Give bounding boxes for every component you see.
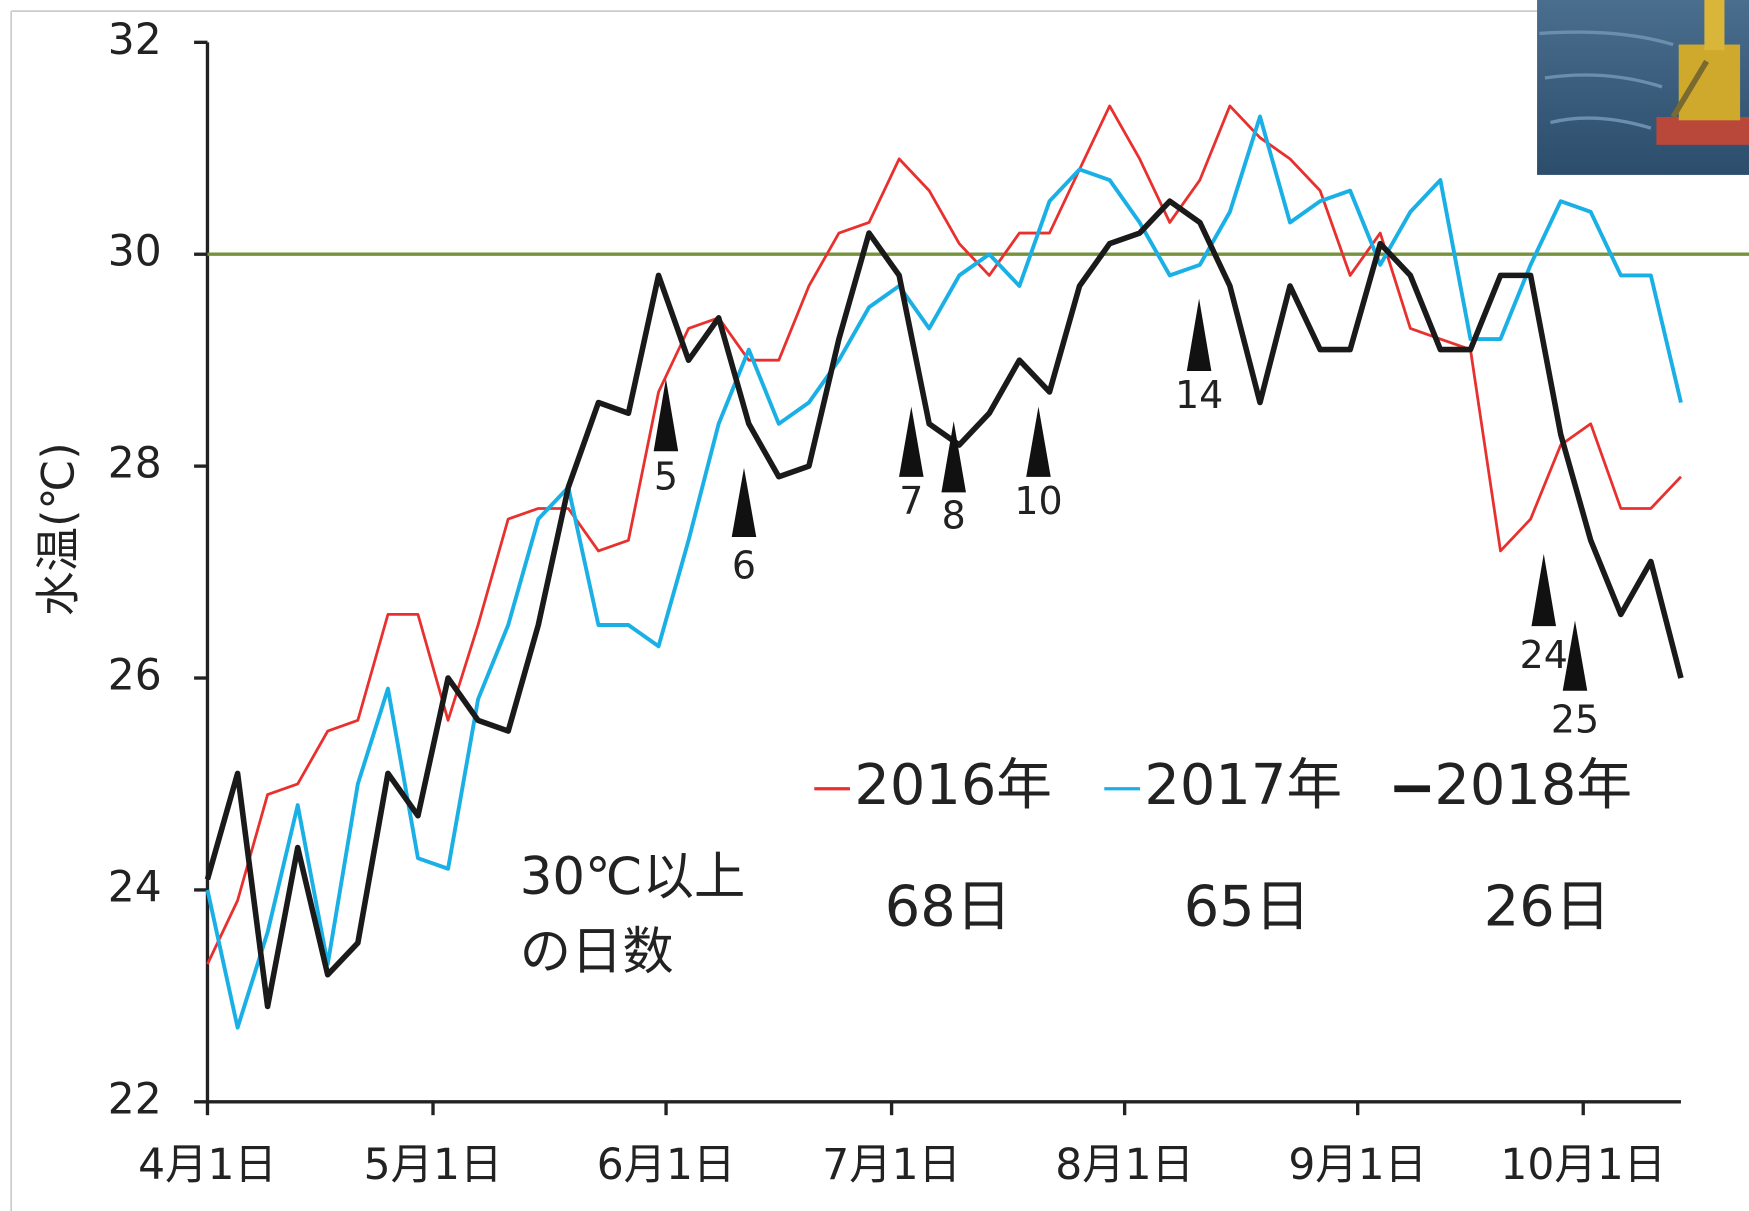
legend-label: 2017年 <box>1144 753 1342 818</box>
x-tick-label: 6月1日 <box>597 1140 736 1189</box>
y-tick-label: 32 <box>108 15 162 64</box>
annotation: 30℃以上 <box>520 847 745 907</box>
marker-label: 6 <box>732 544 756 588</box>
marker-arrow <box>654 379 679 451</box>
marker-arrow <box>1531 554 1556 626</box>
x-tick-label: 5月1日 <box>364 1140 503 1189</box>
x-tick-label: 4月1日 <box>138 1140 277 1189</box>
marker-label: 14 <box>1175 373 1223 417</box>
y-tick-label: 24 <box>108 862 162 911</box>
y-tick-label: 28 <box>108 439 162 488</box>
marker-label: 7 <box>899 479 923 523</box>
marker-label: 24 <box>1520 633 1568 677</box>
marker-label: 10 <box>1014 479 1062 523</box>
marker-label: 5 <box>654 455 678 499</box>
marker-arrow <box>899 407 924 477</box>
annotation: の日数 <box>520 922 674 982</box>
marker-arrow <box>1187 299 1212 371</box>
legend-label: 2018年 <box>1434 753 1632 818</box>
y-tick-label: 26 <box>108 651 162 700</box>
y-tick-label: 22 <box>108 1074 162 1123</box>
annotation: 65日 <box>1184 874 1311 939</box>
annotation: 68日 <box>885 874 1012 939</box>
marker-label: 25 <box>1551 697 1599 741</box>
x-tick-label: 7月1日 <box>822 1140 961 1189</box>
legend-label: 2016年 <box>854 753 1052 818</box>
y-axis-label: 水温(℃) <box>32 442 84 616</box>
marker-arrow <box>732 468 757 537</box>
x-tick-label: 8月1日 <box>1055 1140 1194 1189</box>
x-tick-label: 9月1日 <box>1288 1140 1427 1189</box>
y-tick-label: 30 <box>108 227 162 276</box>
photo <box>1537 0 1749 175</box>
chart: 水温(℃) 22 24 26 28 30 32 4月1日 5月1日 6月1日 7月1日 8月1日 9月… <box>0 0 1749 1211</box>
marker-label: 8 <box>942 494 966 538</box>
marker-arrow <box>1026 407 1051 477</box>
x-tick-label: 10月1日 <box>1500 1140 1666 1189</box>
annotation: 26日 <box>1484 874 1611 939</box>
